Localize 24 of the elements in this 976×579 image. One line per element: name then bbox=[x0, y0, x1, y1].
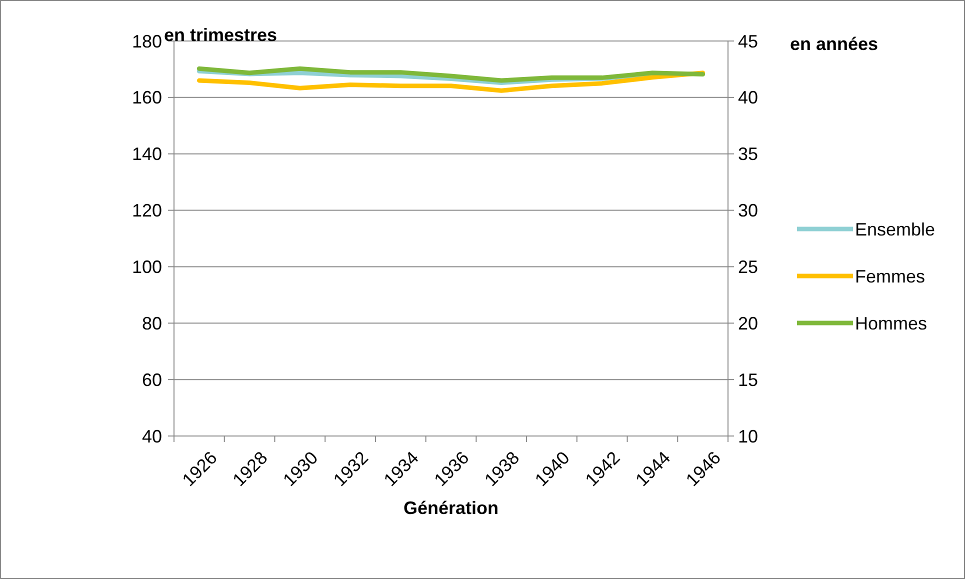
y2-axis-title: en années bbox=[790, 34, 878, 54]
x-axis-title: Génération bbox=[403, 498, 499, 518]
y-tick-label: 160 bbox=[132, 88, 162, 108]
y-tick-label: 80 bbox=[142, 313, 162, 334]
y2-tick-label: 30 bbox=[738, 200, 758, 221]
y-tick-label: 180 bbox=[132, 31, 162, 52]
y2-tick-label: 35 bbox=[738, 144, 758, 164]
legend-label: Hommes bbox=[855, 313, 928, 334]
legend-label: Femmes bbox=[855, 266, 926, 286]
y-axis-title: en trimestres bbox=[164, 25, 278, 45]
line-series bbox=[196, 66, 706, 83]
y-tick-label: 120 bbox=[132, 200, 162, 221]
y-tick-label: 40 bbox=[142, 426, 162, 446]
y-tick-label: 100 bbox=[132, 257, 162, 278]
y2-tick-label: 15 bbox=[738, 370, 758, 390]
y-tick-label: 140 bbox=[132, 144, 162, 164]
y2-tick-label: 40 bbox=[738, 88, 758, 108]
legend-label: Ensemble bbox=[855, 219, 936, 240]
y-tick-label: 60 bbox=[142, 370, 162, 390]
y2-tick-label: 10 bbox=[738, 426, 758, 446]
y2-tick-label: 20 bbox=[738, 313, 758, 334]
y2-tick-label: 25 bbox=[738, 257, 758, 278]
y2-tick-label: 45 bbox=[738, 31, 758, 52]
line-series bbox=[196, 70, 706, 93]
